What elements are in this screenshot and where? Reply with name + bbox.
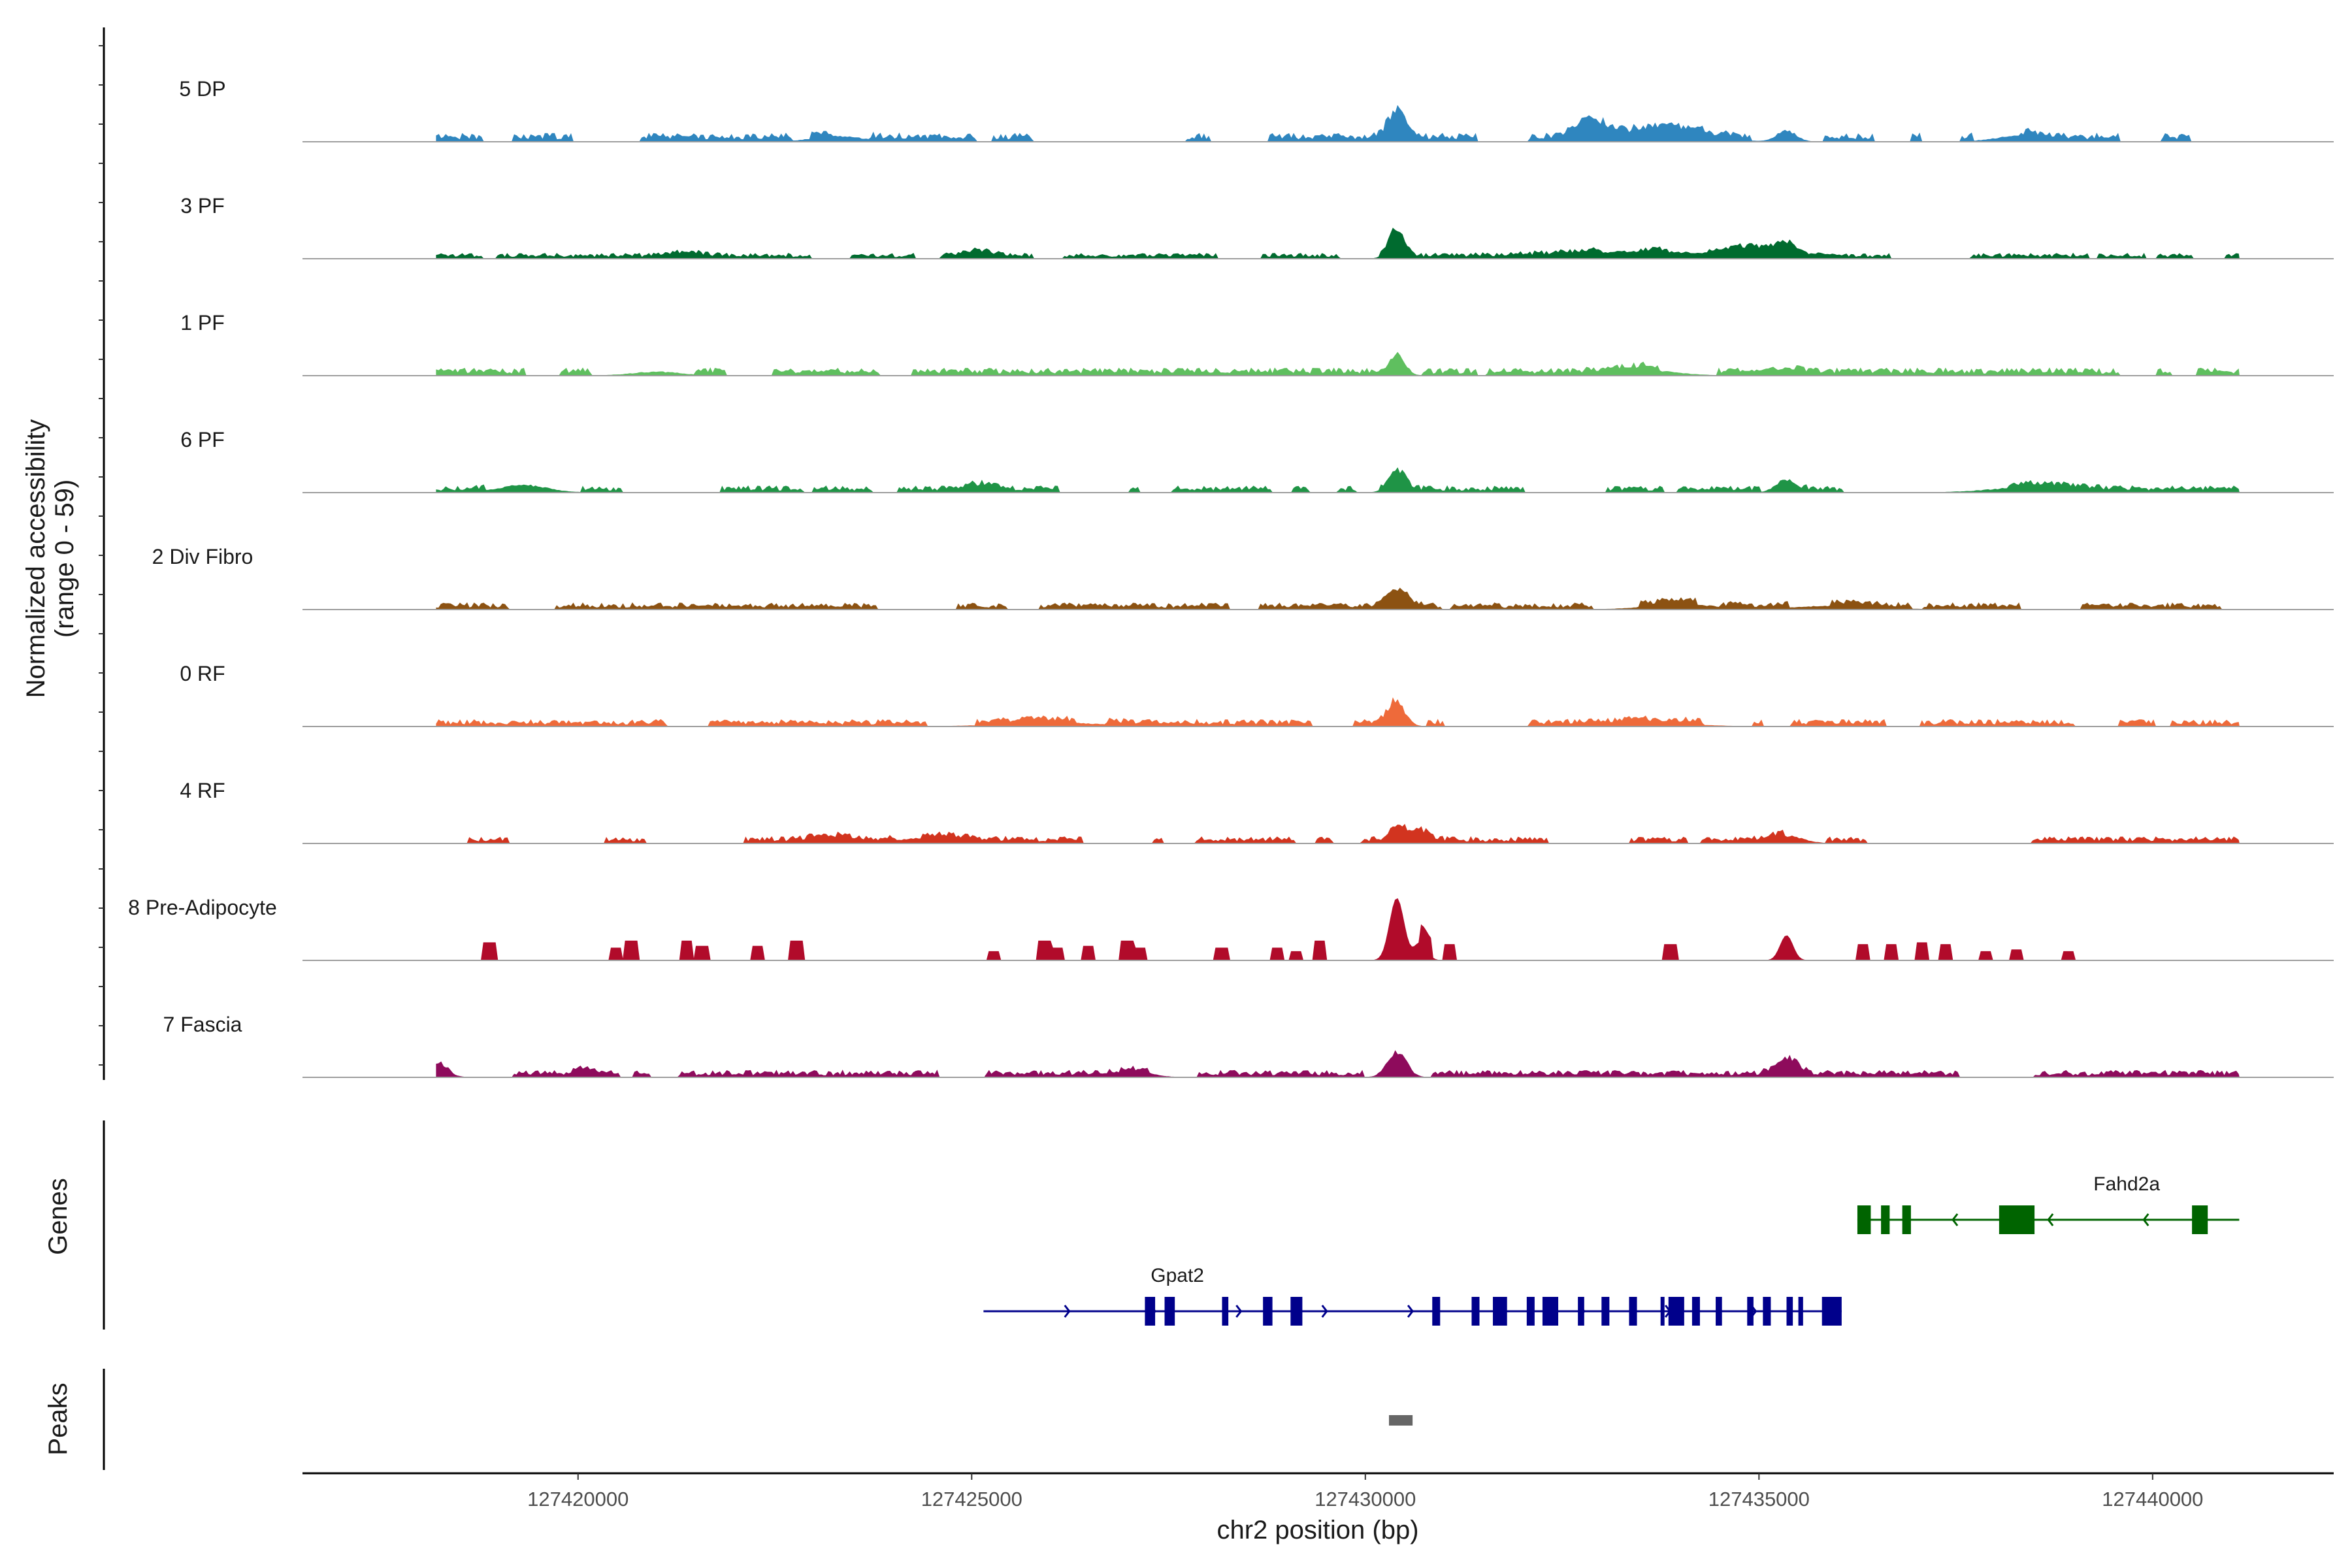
track-label: 1 PF [180, 311, 225, 335]
coverage-area [436, 227, 2240, 259]
track-label: 3 PF [180, 194, 225, 218]
track-label: 6 PF [180, 428, 225, 451]
track-label: 5 DP [179, 77, 225, 101]
exon [1432, 1297, 1441, 1326]
coverage-area [436, 1050, 2240, 1078]
strand-arrow [1235, 1305, 1243, 1318]
genes-panel-title: Genes [44, 1178, 73, 1255]
exon [1668, 1297, 1684, 1326]
exon [1629, 1297, 1637, 1326]
strand-arrow [1321, 1305, 1328, 1318]
x-axis-ticks: 127420000 127425000 127430000 127435000 1274… [527, 1473, 2203, 1511]
track-0-rf: 0 RF [180, 662, 2334, 727]
coverage-area [436, 823, 2240, 844]
exon [1691, 1297, 1700, 1326]
exon [1786, 1297, 1793, 1326]
x-tick-label: 127430000 [1315, 1488, 1416, 1511]
y-axis-ticks [99, 45, 104, 1066]
x-tick-label: 127420000 [527, 1488, 629, 1511]
track-3-pf: 3 PF [180, 194, 2334, 259]
exon [2192, 1205, 2208, 1234]
coverage-area [436, 351, 2240, 376]
coverage-area [436, 697, 2240, 727]
track-5-dp: 5 DP [179, 77, 2334, 142]
exon [1601, 1297, 1610, 1326]
exon [1747, 1297, 1754, 1326]
x-tick-label: 127440000 [2102, 1488, 2203, 1511]
exon [1881, 1205, 1890, 1234]
peak-region [1388, 1415, 1413, 1426]
track-6-pf: 6 PF [180, 428, 2334, 493]
exon [1716, 1297, 1722, 1326]
exon [1763, 1297, 1771, 1326]
gene-label: Gpat2 [1151, 1265, 1204, 1286]
track-8-pre-adipocyte: 8 Pre-Adipocyte [128, 896, 2334, 961]
exon [1164, 1297, 1175, 1326]
exon [1798, 1297, 1803, 1326]
exon [1857, 1205, 1871, 1234]
exon [1526, 1297, 1535, 1326]
coverage-area [436, 467, 2240, 493]
exon [1145, 1297, 1156, 1326]
track-7-fascia: 7 Fascia [163, 1013, 2334, 1078]
gene-label: Fahd2a [2093, 1173, 2160, 1195]
coverage-area [436, 898, 2240, 961]
exon [1578, 1297, 1584, 1326]
gene-annotation-track: Fahd2a Gpat2 [983, 1173, 2240, 1326]
exon [1821, 1297, 1842, 1326]
coverage-area [436, 587, 2240, 610]
track-label: 2 Div Fibro [152, 545, 253, 568]
gene-gpat2: Gpat2 [983, 1265, 1842, 1326]
gene-fahd2a: Fahd2a [1857, 1173, 2240, 1234]
peaks-track [1388, 1415, 1413, 1426]
strand-arrow [1952, 1213, 1959, 1226]
strand-arrow [1064, 1305, 1071, 1318]
track-2-div-fibro: 2 Div Fibro [152, 545, 2334, 610]
strand-arrow [2047, 1213, 2054, 1226]
peaks-panel-title: Peaks [44, 1382, 73, 1455]
exon [1493, 1297, 1507, 1326]
track-label: 7 Fascia [163, 1013, 242, 1036]
track-4-rf: 4 RF [180, 779, 2334, 844]
exon [1542, 1297, 1559, 1326]
x-axis-title: chr2 position (bp) [1217, 1516, 1418, 1544]
x-tick-label: 127435000 [1708, 1488, 1810, 1511]
exon [1263, 1297, 1273, 1326]
track-label: 8 Pre-Adipocyte [128, 896, 277, 919]
track-label: 4 RF [180, 779, 225, 802]
track-1-pf: 1 PF [180, 311, 2334, 376]
exon [1290, 1297, 1303, 1326]
exon [1902, 1205, 1911, 1234]
coverage-area [436, 105, 2240, 142]
exon [1222, 1297, 1229, 1326]
y-axis-title-line1: Normalized accessibility [22, 419, 50, 698]
x-tick-label: 127425000 [921, 1488, 1022, 1511]
exon [1471, 1297, 1480, 1326]
strand-arrow [1407, 1305, 1414, 1318]
track-label: 0 RF [180, 662, 225, 685]
coverage-tracks: 5 DP 3 PF 1 PF 6 PF 2 Div Fibro 0 RF 4 RF 8 Pre… [128, 77, 2334, 1078]
y-axis-title-line2: (range 0 - 59) [50, 480, 79, 638]
exon [1660, 1297, 1665, 1326]
strand-arrow [2142, 1213, 2149, 1226]
exon [1999, 1205, 2035, 1234]
